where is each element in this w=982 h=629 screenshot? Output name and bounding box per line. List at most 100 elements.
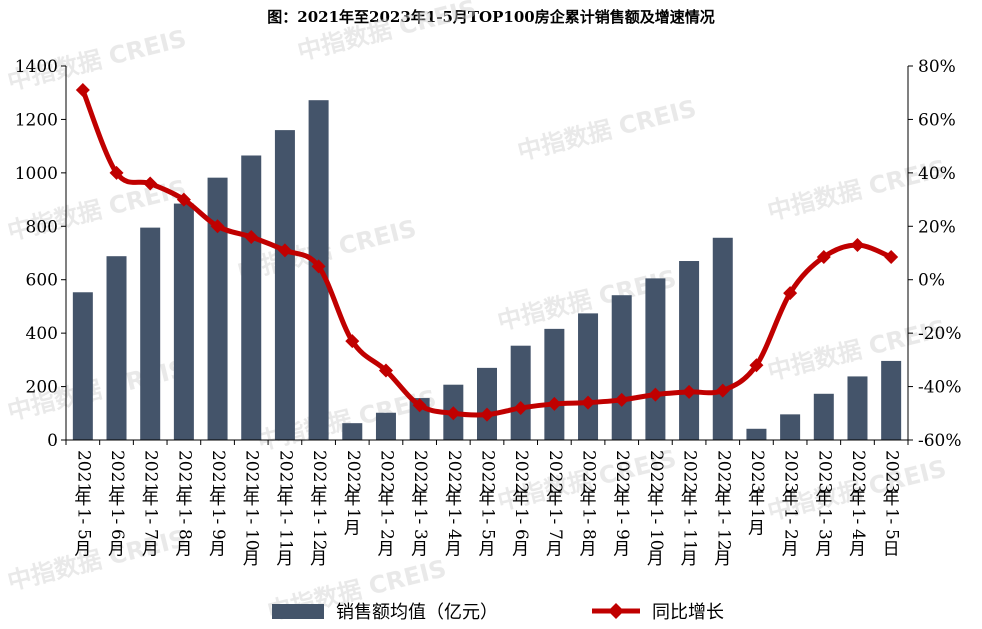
x-tick-label-part: 月 bbox=[512, 540, 529, 560]
x-tick-label-part: 月 bbox=[108, 540, 125, 560]
bar bbox=[376, 413, 396, 440]
x-tick-label-part: 2022 bbox=[511, 450, 531, 493]
x-tick-label-part: - bbox=[680, 519, 700, 525]
left-tick-label: 1000 bbox=[15, 164, 58, 184]
x-tick-label-part: 月 bbox=[377, 540, 394, 560]
x-tick-label-part: 2022 bbox=[713, 450, 733, 493]
x-tick-label-part: 1 bbox=[242, 508, 262, 519]
x-tick-label-part: 2023 bbox=[747, 450, 767, 493]
x-tick-label-part: 1 bbox=[511, 508, 531, 519]
bar bbox=[679, 261, 699, 440]
x-tick-label-part: 2023 bbox=[781, 450, 801, 493]
right-tick-label: 80% bbox=[918, 57, 956, 77]
x-tick-label-part: 月 bbox=[782, 540, 799, 560]
x-tick-label-part: 2021 bbox=[73, 450, 93, 493]
x-tick-label-part: 1 bbox=[275, 508, 295, 519]
x-tick-label-part: - bbox=[713, 519, 733, 525]
x-tick-label: 2023年1-5日 bbox=[882, 450, 902, 560]
bar bbox=[814, 394, 834, 440]
x-tick-label-part: 1 bbox=[410, 508, 430, 519]
x-tick-label-part: 月 bbox=[647, 549, 664, 569]
x-tick-label: 2022年1-12月 bbox=[713, 450, 733, 569]
growth-point bbox=[850, 238, 864, 252]
x-tick-label-part: - bbox=[478, 519, 498, 525]
x-tick-label-part: 2022 bbox=[612, 450, 632, 493]
bar-series bbox=[73, 100, 901, 440]
x-tick-label-part: 月 bbox=[175, 540, 192, 560]
x-tick-label-part: 年 bbox=[74, 489, 91, 509]
x-tick-label-part: 1 bbox=[579, 508, 599, 519]
bar bbox=[612, 295, 632, 440]
x-tick-label-part: 2021 bbox=[309, 450, 329, 493]
x-tick-label-part: 9 bbox=[208, 529, 228, 540]
x-tick-label-part: - bbox=[73, 519, 93, 525]
x-tick-label-part: 6 bbox=[107, 529, 127, 540]
x-tick-label-part: 1 bbox=[747, 508, 767, 519]
x-tick-label-part: 年 bbox=[546, 489, 563, 509]
x-tick-label-part: - bbox=[579, 519, 599, 525]
bar bbox=[73, 292, 93, 440]
x-tick-label-part: 2023 bbox=[814, 450, 834, 493]
bar bbox=[107, 256, 127, 440]
watermark-text: 中指数据 CREIS bbox=[515, 94, 699, 165]
x-tick-label-part: 年 bbox=[479, 489, 496, 509]
left-tick-label: 1400 bbox=[15, 57, 58, 77]
x-tick-label: 2022年1-4月 bbox=[444, 450, 464, 560]
x-tick-label-part: - bbox=[444, 519, 464, 525]
x-tick-label-part: 1 bbox=[444, 508, 464, 519]
bar bbox=[275, 130, 295, 440]
x-tick-label-part: 6 bbox=[511, 529, 531, 540]
x-tick-label-part: - bbox=[848, 519, 868, 525]
x-tick-label: 2021年1-10月 bbox=[242, 450, 262, 569]
x-tick-label-part: 年 bbox=[310, 489, 327, 509]
x-tick-label-part: 月 bbox=[445, 540, 462, 560]
x-tick-label-part: 年 bbox=[681, 489, 698, 509]
x-tick-label-part: 年 bbox=[411, 489, 428, 509]
x-tick-label: 2022年1-2月 bbox=[376, 450, 396, 560]
x-tick-label-part: - bbox=[410, 519, 430, 525]
bar bbox=[241, 155, 261, 440]
x-tick-label-part: 1 bbox=[646, 508, 666, 519]
x-tick-label: 2022年1-5月 bbox=[478, 450, 498, 560]
x-tick-label-part: - bbox=[242, 519, 262, 525]
bar bbox=[780, 414, 800, 440]
legend-line-marker bbox=[608, 603, 624, 619]
x-tick-label-part: 12 bbox=[309, 529, 329, 551]
left-tick-label: 200 bbox=[26, 378, 58, 398]
right-tick-label: -20% bbox=[918, 324, 962, 344]
x-tick-label-part: 月 bbox=[142, 540, 159, 560]
x-tick-label-part: 月 bbox=[748, 519, 765, 539]
x-tick-label-part: 年 bbox=[209, 489, 226, 509]
x-tick-label-part: 3 bbox=[814, 529, 834, 540]
x-tick-label-part: 年 bbox=[108, 489, 125, 509]
x-tick-label-part: - bbox=[781, 519, 801, 525]
x-tick-label-part: 年 bbox=[613, 489, 630, 509]
x-tick-label-part: 9 bbox=[612, 529, 632, 540]
x-tick-label-part: 1 bbox=[545, 508, 565, 519]
x-tick-label-part: - bbox=[511, 519, 531, 525]
x-tick-label-part: 月 bbox=[681, 549, 698, 569]
x-tick-label-part: 年 bbox=[175, 489, 192, 509]
bar bbox=[645, 278, 665, 440]
x-tick-label-part: 1 bbox=[208, 508, 228, 519]
x-tick-label-part: 1 bbox=[680, 508, 700, 519]
x-tick-label-part: 12 bbox=[713, 529, 733, 551]
x-tick-label-part: 年 bbox=[243, 489, 260, 509]
left-tick-label: 1200 bbox=[15, 110, 58, 130]
x-tick-label-part: 年 bbox=[714, 489, 731, 509]
bar bbox=[847, 376, 867, 440]
x-tick-label-part: 11 bbox=[275, 529, 295, 551]
bar bbox=[511, 346, 531, 440]
x-tick-label-part: 1 bbox=[107, 508, 127, 519]
x-tick-label-part: 3 bbox=[410, 529, 430, 540]
x-tick-label-part: - bbox=[107, 519, 127, 525]
x-tick-label-part: 7 bbox=[141, 529, 161, 540]
x-tick-label-part: 1 bbox=[309, 508, 329, 519]
x-tick-label-part: 2021 bbox=[141, 450, 161, 493]
x-tick-label-part: 2023 bbox=[882, 450, 902, 493]
